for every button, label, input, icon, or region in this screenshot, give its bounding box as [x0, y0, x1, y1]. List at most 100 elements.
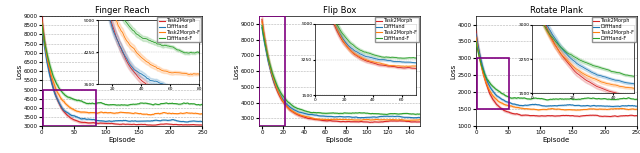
DiffHand — [410, 117, 418, 119]
DiffHand — [135, 120, 143, 122]
Bar — [259, 16, 285, 126]
Task2Morph — [101, 122, 109, 124]
Y-axis label: Loss: Loss — [233, 63, 239, 79]
DiffHand-F — [543, 99, 551, 101]
Task2Morph-F — [159, 112, 167, 114]
DiffHand — [593, 105, 601, 107]
DiffHand-F — [101, 103, 109, 105]
Line: Task2Morph-F: Task2Morph-F — [476, 37, 637, 110]
DiffHand — [182, 121, 190, 123]
DiffHand — [101, 120, 109, 122]
DiffHand — [358, 117, 365, 118]
Task2Morph-F — [582, 109, 589, 110]
DiffHand — [545, 105, 553, 107]
DiffHand — [369, 116, 376, 118]
Task2Morph-F — [369, 119, 376, 121]
Task2Morph-F — [354, 119, 362, 121]
DiffHand-F — [570, 99, 577, 100]
Line: Task2Morph: Task2Morph — [476, 31, 637, 117]
Line: Task2Morph: Task2Morph — [262, 19, 420, 122]
DiffHand — [569, 104, 577, 106]
DiffHand — [335, 116, 342, 118]
DiffHand — [581, 105, 589, 107]
Task2Morph — [133, 124, 141, 126]
Task2Morph — [135, 123, 143, 125]
Line: DiffHand-F: DiffHand-F — [42, 22, 202, 105]
DiffHand-F — [134, 103, 141, 105]
DiffHand-F — [147, 103, 155, 105]
Legend: Task2Morph, DiffHand, Task2Morph-F, DiffHand-F: Task2Morph, DiffHand, Task2Morph-F, Diff… — [157, 17, 202, 42]
Task2Morph — [472, 30, 480, 32]
X-axis label: Episode: Episode — [108, 137, 136, 143]
Task2Morph — [606, 116, 614, 118]
Task2Morph — [111, 123, 119, 125]
Task2Morph — [535, 115, 543, 117]
Legend: Task2Morph, DiffHand, Task2Morph-F, DiffHand-F: Task2Morph, DiffHand, Task2Morph-F, Diff… — [374, 17, 419, 42]
DiffHand — [258, 27, 266, 28]
Line: DiffHand-F: DiffHand-F — [262, 25, 420, 114]
DiffHand-F — [354, 112, 362, 114]
Task2Morph-F — [416, 119, 424, 121]
Line: DiffHand: DiffHand — [262, 28, 420, 118]
Task2Morph-F — [147, 114, 154, 116]
Task2Morph-F — [413, 119, 421, 121]
Task2Morph-F — [258, 20, 266, 22]
DiffHand — [633, 105, 640, 107]
DiffHand-F — [594, 98, 602, 100]
DiffHand-F — [535, 97, 543, 99]
Legend: Task2Morph, DiffHand, Task2Morph-F, DiffHand-F: Task2Morph, DiffHand, Task2Morph-F, Diff… — [592, 17, 636, 42]
X-axis label: Episode: Episode — [326, 137, 353, 143]
DiffHand-F — [136, 103, 143, 105]
DiffHand-F — [314, 112, 321, 114]
Task2Morph-F — [38, 20, 45, 22]
Task2Morph-F — [403, 119, 411, 121]
Task2Morph — [413, 121, 421, 123]
X-axis label: Episode: Episode — [543, 137, 570, 143]
Task2Morph-F — [147, 114, 155, 116]
Line: DiffHand: DiffHand — [42, 25, 202, 122]
Title: Finger Reach: Finger Reach — [95, 6, 149, 15]
Task2Morph — [567, 115, 575, 117]
Line: Task2Morph-F: Task2Morph-F — [262, 21, 420, 120]
DiffHand-F — [472, 41, 480, 42]
DiffHand — [147, 120, 154, 122]
Task2Morph-F — [133, 112, 141, 114]
DiffHand-F — [358, 112, 365, 114]
Task2Morph-F — [135, 113, 143, 114]
DiffHand-F — [335, 113, 342, 114]
Task2Morph — [358, 121, 365, 123]
Task2Morph — [569, 115, 577, 117]
Task2Morph-F — [567, 109, 575, 111]
Task2Morph-F — [633, 108, 640, 110]
DiffHand-F — [198, 103, 206, 105]
DiffHand — [354, 117, 362, 118]
DiffHand — [133, 120, 141, 122]
DiffHand — [472, 33, 480, 35]
Task2Morph — [159, 123, 167, 125]
DiffHand — [567, 104, 575, 106]
Task2Morph-F — [198, 113, 206, 115]
Task2Morph — [38, 12, 45, 14]
DiffHand-F — [568, 98, 575, 100]
DiffHand — [198, 121, 206, 122]
Task2Morph — [150, 124, 157, 126]
DiffHand — [159, 119, 166, 121]
Task2Morph — [366, 121, 374, 123]
DiffHand — [38, 24, 45, 26]
Line: Task2Morph-F: Task2Morph-F — [42, 21, 202, 115]
Task2Morph-F — [101, 111, 109, 113]
DiffHand-F — [633, 98, 640, 100]
Task2Morph-F — [594, 108, 602, 110]
DiffHand — [111, 120, 119, 122]
Bar — [43, 90, 96, 126]
Task2Morph — [593, 114, 601, 116]
Task2Morph — [314, 119, 321, 121]
Line: Task2Morph: Task2Morph — [42, 13, 202, 125]
DiffHand-F — [413, 113, 421, 115]
Task2Morph — [354, 121, 362, 123]
Y-axis label: Loss: Loss — [16, 63, 22, 79]
Task2Morph — [545, 115, 553, 117]
Task2Morph — [416, 121, 424, 123]
DiffHand — [314, 115, 321, 116]
Task2Morph-F — [111, 112, 119, 114]
